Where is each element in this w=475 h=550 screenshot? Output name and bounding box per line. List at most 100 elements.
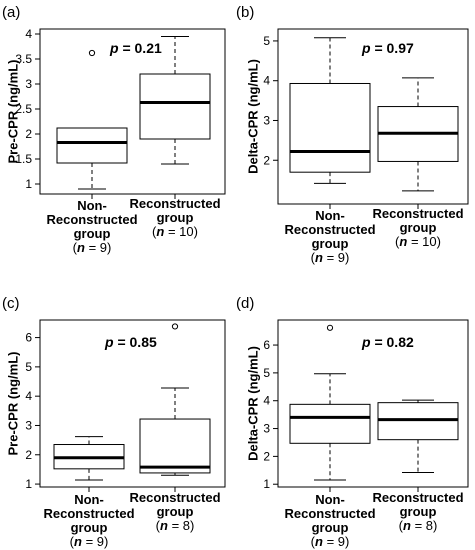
- n-open: (: [311, 250, 316, 265]
- p-symbol: p: [361, 334, 371, 350]
- box-iqr: [139, 418, 211, 474]
- n-value: = 8): [411, 518, 437, 533]
- group-n-label: (n = 8): [156, 518, 195, 533]
- y-axis-label: Delta-CPR (ng/mL): [245, 59, 260, 174]
- n-symbol: n: [77, 240, 85, 255]
- y-tick-label: 3: [263, 422, 270, 436]
- group-label-line: group: [312, 520, 349, 535]
- n-open: (: [152, 224, 157, 239]
- y-tick-label: 2.5: [15, 102, 32, 116]
- y-tick-label: 1: [263, 477, 270, 491]
- y-tick-label: 1: [25, 177, 32, 191]
- group-label-line: group: [312, 236, 349, 251]
- y-axis-label: Pre-CPR (ng/mL): [5, 60, 20, 164]
- y-tick-label: 4: [25, 27, 32, 41]
- n-symbol: n: [315, 534, 323, 549]
- group-n-label: (n = 10): [395, 234, 441, 249]
- panel-label: (b): [236, 4, 254, 21]
- n-open: (: [399, 518, 404, 533]
- panel-label: (c): [2, 295, 20, 312]
- group-label-line: group: [400, 220, 437, 235]
- y-tick-label: 2: [25, 127, 32, 141]
- y-axis-label: Pre-CPR (ng/mL): [5, 352, 20, 456]
- n-value: = 9): [82, 534, 108, 549]
- plot-frame: [277, 319, 469, 488]
- y-tick-label: 2: [263, 153, 270, 167]
- group-label-line: Reconstructed: [129, 196, 220, 211]
- box-iqr: [289, 82, 371, 173]
- n-value: = 10): [164, 224, 198, 239]
- n-symbol: n: [315, 250, 323, 265]
- group-label-line: Reconstructed: [284, 506, 375, 521]
- n-symbol: n: [160, 518, 168, 533]
- n-value: = 9): [85, 240, 111, 255]
- p-value-annotation: p = 0.82: [361, 334, 414, 350]
- p-value: = 0.21: [119, 40, 162, 56]
- panel-label: (d): [236, 295, 254, 312]
- n-symbol: n: [399, 234, 407, 249]
- group-label-line: group: [400, 504, 437, 519]
- group-n-label: (n = 9): [311, 534, 350, 549]
- n-value: = 10): [407, 234, 441, 249]
- p-symbol: p: [104, 334, 114, 350]
- p-value: = 0.97: [371, 40, 414, 56]
- group-n-label: (n = 9): [70, 534, 109, 549]
- p-value-annotation: p = 0.85: [104, 334, 157, 350]
- group-label-line: Reconstructed: [43, 506, 134, 521]
- n-value: = 9): [323, 534, 349, 549]
- y-tick-label: 3: [25, 77, 32, 91]
- group-label-line: group: [157, 210, 194, 225]
- n-symbol: n: [74, 534, 82, 549]
- n-open: (: [156, 518, 161, 533]
- group-label-line: Reconstructed: [372, 490, 463, 505]
- box-iqr: [56, 127, 128, 164]
- p-value-annotation: p = 0.21: [109, 40, 162, 56]
- group-label-line: Reconstructed: [372, 206, 463, 221]
- y-tick-label: 4: [263, 394, 270, 408]
- p-value: = 0.82: [371, 334, 414, 350]
- box-iqr: [377, 402, 459, 441]
- p-symbol: p: [361, 40, 371, 56]
- y-tick-label: 3: [263, 113, 270, 127]
- group-label-line: Non-: [74, 492, 104, 507]
- group-label-line: Reconstructed: [46, 212, 137, 227]
- group-label-line: Non-: [315, 492, 345, 507]
- y-tick-label: 2: [25, 448, 32, 462]
- y-tick-label: 1: [25, 477, 32, 491]
- group-n-label: (n = 9): [311, 250, 350, 265]
- y-tick-label: 2: [263, 449, 270, 463]
- y-axis-label: Delta-CPR (ng/mL): [245, 346, 260, 461]
- n-symbol: n: [156, 224, 164, 239]
- outlier-point: [326, 324, 334, 331]
- group-label-line: Non-: [315, 208, 345, 223]
- y-tick-label: 3.5: [15, 52, 32, 66]
- group-label-line: group: [71, 520, 108, 535]
- n-open: (: [73, 240, 78, 255]
- n-value: = 9): [323, 250, 349, 265]
- plot-frame: [277, 28, 469, 205]
- y-tick-label: 4: [25, 389, 32, 403]
- box-iqr: [139, 73, 211, 140]
- group-n-label: (n = 9): [73, 240, 112, 255]
- n-symbol: n: [403, 518, 411, 533]
- y-tick-label: 4: [263, 74, 270, 88]
- group-n-label: (n = 8): [399, 518, 438, 533]
- y-tick-label: 5: [25, 360, 32, 374]
- outlier-point: [171, 323, 179, 330]
- plot-frame: [39, 319, 226, 488]
- y-tick-label: 1.5: [15, 152, 32, 166]
- plot-frame: [39, 28, 226, 195]
- box-iqr: [289, 403, 371, 444]
- n-open: (: [311, 534, 316, 549]
- y-tick-label: 6: [25, 331, 32, 345]
- group-label-line: group: [157, 504, 194, 519]
- group-label-line: Non-: [77, 198, 107, 213]
- panel-label: (a): [2, 4, 20, 21]
- outlier-point: [88, 49, 96, 57]
- n-open: (: [395, 234, 400, 249]
- p-value: = 0.85: [114, 334, 157, 350]
- group-n-label: (n = 10): [152, 224, 198, 239]
- n-value: = 8): [168, 518, 194, 533]
- n-open: (: [70, 534, 75, 549]
- group-label-line: Reconstructed: [284, 222, 375, 237]
